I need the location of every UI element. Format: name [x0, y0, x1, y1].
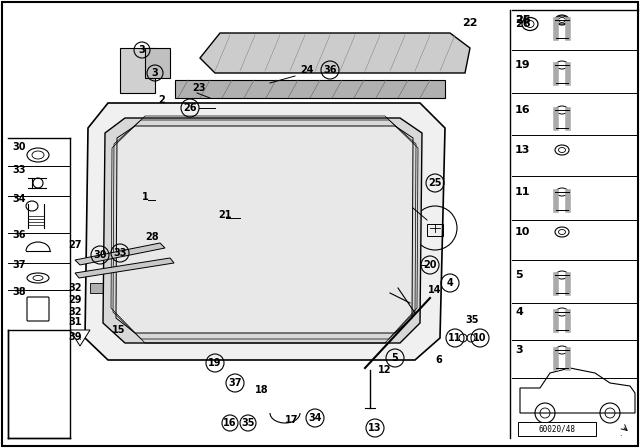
Text: 13: 13: [515, 145, 531, 155]
Text: 30: 30: [93, 250, 107, 260]
Text: 14: 14: [428, 285, 442, 295]
Text: 15: 15: [112, 325, 125, 335]
Text: 37: 37: [12, 260, 26, 270]
Text: 38: 38: [12, 287, 26, 297]
Text: 19: 19: [208, 358, 221, 368]
Text: 32: 32: [68, 307, 81, 317]
Text: 17: 17: [285, 415, 298, 425]
Text: 36: 36: [323, 65, 337, 75]
Text: 4: 4: [447, 278, 453, 288]
Text: 18: 18: [255, 385, 269, 395]
Text: 11: 11: [515, 187, 531, 197]
Text: 12: 12: [378, 365, 392, 375]
Text: 21: 21: [218, 210, 232, 220]
Text: 33: 33: [113, 248, 127, 258]
Text: 11: 11: [448, 333, 461, 343]
Text: 37: 37: [228, 378, 242, 388]
Text: 5: 5: [392, 353, 398, 363]
PathPatch shape: [103, 118, 422, 343]
Text: 31: 31: [68, 317, 81, 327]
Text: 19: 19: [515, 60, 531, 70]
Polygon shape: [75, 258, 174, 278]
Text: 5: 5: [515, 270, 523, 280]
Text: 3: 3: [152, 68, 158, 78]
Text: 10: 10: [515, 227, 531, 237]
PathPatch shape: [116, 126, 413, 333]
PathPatch shape: [85, 103, 445, 360]
Text: 33: 33: [12, 165, 26, 175]
Text: 10: 10: [473, 333, 487, 343]
Text: 4: 4: [515, 307, 523, 317]
Text: 2: 2: [158, 95, 164, 105]
Text: 25: 25: [515, 15, 531, 25]
Text: 3: 3: [515, 345, 523, 355]
Text: 23: 23: [192, 83, 205, 93]
Text: 1: 1: [142, 192, 148, 202]
Text: 16: 16: [515, 105, 531, 115]
Text: 20: 20: [423, 260, 436, 270]
Text: 35: 35: [465, 315, 479, 325]
Text: 26: 26: [515, 19, 531, 29]
Polygon shape: [75, 243, 165, 265]
Text: 60020/48: 60020/48: [538, 425, 575, 434]
Text: 27: 27: [68, 240, 81, 250]
PathPatch shape: [200, 33, 470, 73]
Text: 30: 30: [12, 142, 26, 152]
Text: 24: 24: [300, 65, 314, 75]
Text: 34: 34: [12, 194, 26, 204]
Bar: [175, 80, 445, 98]
Text: .: .: [619, 428, 621, 438]
Text: 39: 39: [68, 332, 81, 342]
Bar: [518, 422, 596, 436]
Text: 34: 34: [308, 413, 322, 423]
Text: 6: 6: [435, 355, 442, 365]
Text: 3: 3: [139, 45, 145, 55]
Text: 29: 29: [68, 295, 81, 305]
Bar: [90, 283, 108, 293]
Text: 25: 25: [428, 178, 442, 188]
Bar: [120, 48, 155, 93]
Text: 26: 26: [183, 103, 196, 113]
Text: 26: 26: [515, 15, 531, 25]
Bar: [105, 288, 123, 298]
Polygon shape: [70, 330, 90, 346]
Text: 35: 35: [241, 418, 255, 428]
Text: 28: 28: [145, 232, 159, 242]
Text: 13: 13: [368, 423, 381, 433]
Text: 32: 32: [68, 283, 81, 293]
Text: !: !: [79, 335, 81, 341]
Text: 16: 16: [223, 418, 237, 428]
Text: 36: 36: [12, 230, 26, 240]
Text: 22: 22: [462, 18, 477, 28]
Bar: [145, 48, 170, 78]
Bar: [427, 224, 443, 236]
